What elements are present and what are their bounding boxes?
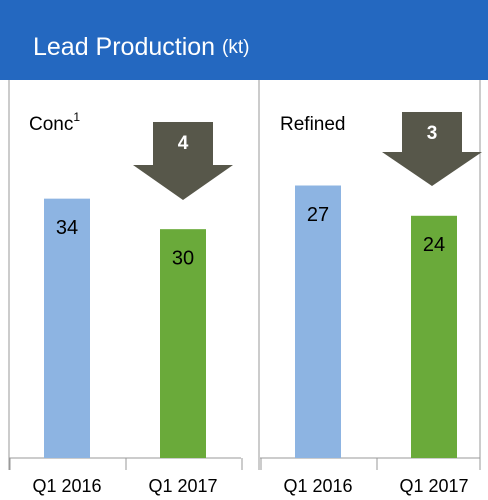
difference-label: 4 [178, 133, 189, 154]
chart-title: Refined [280, 114, 346, 135]
bar [160, 229, 206, 458]
x-tick-label: Q1 2016 [283, 476, 352, 496]
value-label: 27 [307, 204, 329, 226]
difference-label: 3 [427, 123, 438, 144]
chart-title: Conc1 [29, 110, 80, 135]
bar [295, 185, 341, 458]
chart-title-text: Conc [29, 114, 73, 135]
footnote-marker: 1 [73, 110, 80, 124]
x-tick-label: Q1 2016 [32, 476, 101, 496]
chart-title-text: Refined [280, 114, 346, 135]
difference-arrow [133, 122, 233, 200]
value-label: 34 [56, 217, 78, 239]
header-title: Lead Production (kt) [33, 33, 249, 61]
x-tick-label: Q1 2017 [399, 476, 468, 496]
bar [411, 215, 457, 458]
value-label: 24 [423, 234, 445, 256]
x-tick-label: Q1 2017 [148, 476, 217, 496]
header-unit: (kt) [222, 37, 249, 58]
header-title-text: Lead Production [33, 33, 215, 61]
value-label: 30 [172, 247, 194, 269]
difference-arrow [382, 112, 482, 186]
header-bar [0, 0, 488, 80]
bar [44, 198, 90, 458]
